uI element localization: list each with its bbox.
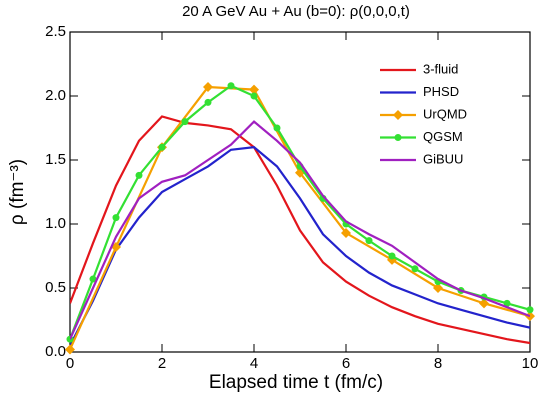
marker bbox=[433, 283, 443, 293]
marker bbox=[249, 84, 259, 95]
legend-label: UrQMD bbox=[423, 106, 467, 121]
y-tick-label: 2.5 bbox=[45, 23, 66, 40]
legend-label: GiBUU bbox=[423, 151, 463, 166]
marker bbox=[411, 265, 419, 273]
marker bbox=[341, 227, 351, 238]
chart-title: 20 A GeV Au + Au (b=0): ρ(0,0,0,t) bbox=[182, 3, 410, 20]
y-tick-label: 1.0 bbox=[45, 215, 66, 232]
x-tick-label: 0 bbox=[66, 355, 74, 372]
plot-frame bbox=[69, 31, 531, 353]
legend-label: 3-fluid bbox=[423, 61, 458, 76]
marker bbox=[181, 118, 189, 126]
marker bbox=[227, 82, 235, 90]
x-axis-label: Elapsed time t (fm/c) bbox=[209, 372, 383, 393]
y-tick-label: 0.0 bbox=[45, 343, 66, 360]
marker bbox=[89, 275, 97, 283]
y-tick-label: 1.5 bbox=[45, 151, 66, 168]
marker bbox=[135, 171, 143, 179]
marker bbox=[526, 306, 534, 314]
marker bbox=[479, 298, 489, 309]
y-tick-label: 2.0 bbox=[45, 87, 66, 104]
x-tick-label: 2 bbox=[158, 355, 166, 372]
legend-label: PHSD bbox=[423, 84, 459, 99]
marker bbox=[65, 344, 75, 355]
series-line bbox=[70, 84, 530, 340]
marker bbox=[365, 237, 373, 245]
x-tick-label: 4 bbox=[250, 355, 258, 372]
marker bbox=[112, 214, 120, 222]
marker bbox=[158, 143, 166, 151]
x-tick-label: 10 bbox=[522, 355, 538, 372]
series-line bbox=[70, 120, 530, 340]
x-tick-label: 6 bbox=[342, 355, 350, 372]
legend-label: QGSM bbox=[423, 129, 463, 144]
y-tick-label: 0.5 bbox=[45, 279, 66, 296]
x-tick-label: 8 bbox=[434, 355, 442, 372]
marker bbox=[388, 252, 396, 260]
marker bbox=[503, 299, 511, 307]
marker bbox=[203, 82, 213, 93]
marker bbox=[250, 92, 258, 100]
series-line bbox=[70, 115, 530, 345]
legend-marker bbox=[393, 110, 403, 120]
marker bbox=[204, 98, 212, 106]
series-line bbox=[70, 146, 530, 347]
y-axis-label: ρ (fm⁻³) bbox=[7, 159, 28, 225]
marker bbox=[273, 124, 281, 132]
legend-marker bbox=[394, 134, 402, 141]
